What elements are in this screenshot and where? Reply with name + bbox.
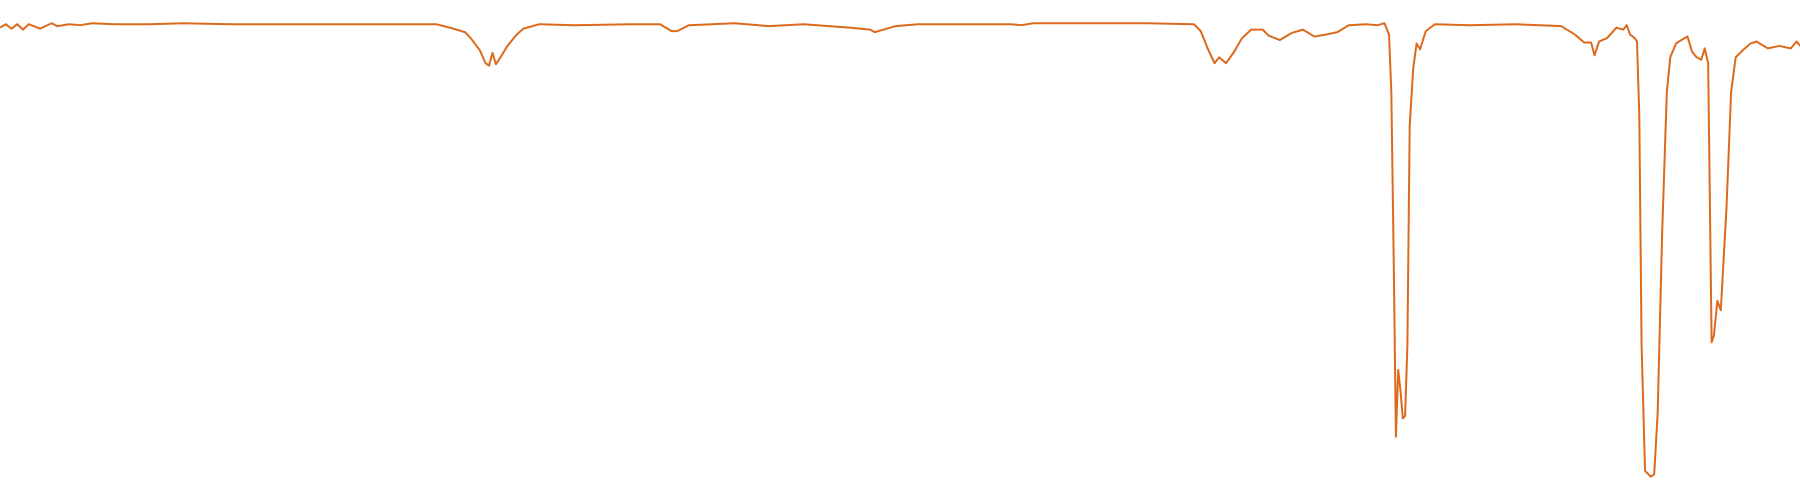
data-line (0, 22, 1800, 478)
